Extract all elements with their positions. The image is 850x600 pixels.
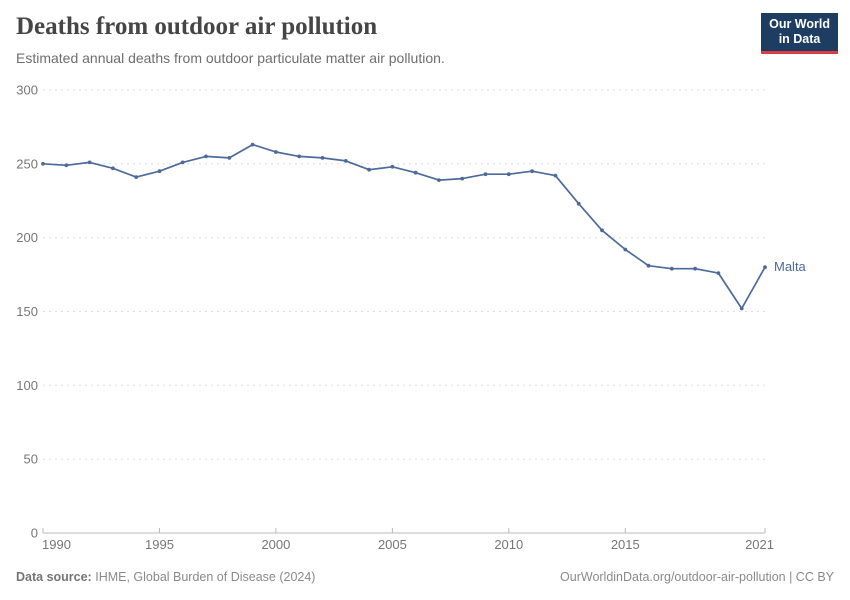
chart-footer: Data source: IHME, Global Burden of Dise… (0, 564, 850, 590)
x-tick-label: 2010 (494, 537, 523, 552)
x-tick-label: 2005 (378, 537, 407, 552)
data-point[interactable] (669, 266, 674, 271)
data-point[interactable] (343, 159, 348, 163)
series-label: Malta (774, 259, 807, 274)
owid-logo-line2: in Data (778, 32, 821, 46)
chart-header: Deaths from outdoor air pollution Estima… (0, 0, 850, 80)
data-point[interactable] (297, 154, 302, 159)
y-tick-label: 300 (16, 83, 38, 98)
x-tick-label: 2021 (745, 537, 774, 552)
data-point[interactable] (274, 150, 278, 154)
y-tick-label: 200 (16, 230, 38, 245)
data-line-malta (42, 143, 766, 310)
data-point[interactable] (204, 154, 208, 159)
data-point[interactable] (483, 172, 488, 177)
data-point[interactable] (646, 263, 651, 268)
data-point[interactable] (763, 265, 767, 270)
owid-logo-line1: Our World (769, 17, 830, 31)
owid-logo: Our World in Data (761, 13, 838, 54)
data-point[interactable] (227, 156, 232, 160)
data-point[interactable] (739, 306, 744, 311)
data-point[interactable] (367, 167, 371, 172)
x-tick-label: 1995 (145, 537, 174, 552)
data-point[interactable] (180, 160, 185, 165)
data-point[interactable] (413, 170, 418, 175)
y-tick-label: 50 (24, 452, 38, 467)
y-tick-label: 0 (31, 526, 38, 541)
x-tick-label: 2015 (611, 537, 640, 552)
chart-subtitle: Estimated annual deaths from outdoor par… (16, 50, 445, 66)
data-point[interactable] (506, 172, 511, 177)
data-point[interactable] (530, 169, 534, 174)
y-tick-label: 250 (16, 156, 38, 171)
data-source-value: IHME, Global Burden of Disease (2024) (95, 570, 316, 584)
data-point[interactable] (553, 173, 558, 178)
x-tick-label: 2000 (261, 537, 290, 552)
data-point[interactable] (111, 166, 115, 171)
data-point[interactable] (157, 169, 162, 174)
data-point[interactable] (64, 163, 69, 168)
data-point[interactable] (320, 156, 325, 160)
y-tick-label: 150 (16, 304, 38, 319)
x-tick-label: 1990 (42, 537, 71, 552)
data-point[interactable] (623, 247, 628, 252)
data-point[interactable] (41, 161, 45, 166)
data-source-label: Data source: (16, 570, 92, 584)
attribution-link[interactable]: OurWorldinData.org/outdoor-air-pollution… (560, 570, 834, 584)
data-point[interactable] (576, 201, 581, 206)
page-title: Deaths from outdoor air pollution (16, 13, 378, 40)
data-point[interactable] (250, 142, 255, 147)
data-point[interactable] (693, 266, 697, 271)
data-point[interactable] (716, 271, 721, 275)
data-point[interactable] (460, 176, 465, 181)
data-point[interactable] (87, 160, 92, 165)
data-point[interactable] (390, 164, 395, 169)
data-point[interactable] (437, 178, 441, 183)
data-point[interactable] (134, 175, 139, 180)
data-point[interactable] (600, 228, 604, 233)
y-tick-label: 100 (16, 378, 38, 393)
data-source: Data source: IHME, Global Burden of Dise… (16, 570, 315, 584)
